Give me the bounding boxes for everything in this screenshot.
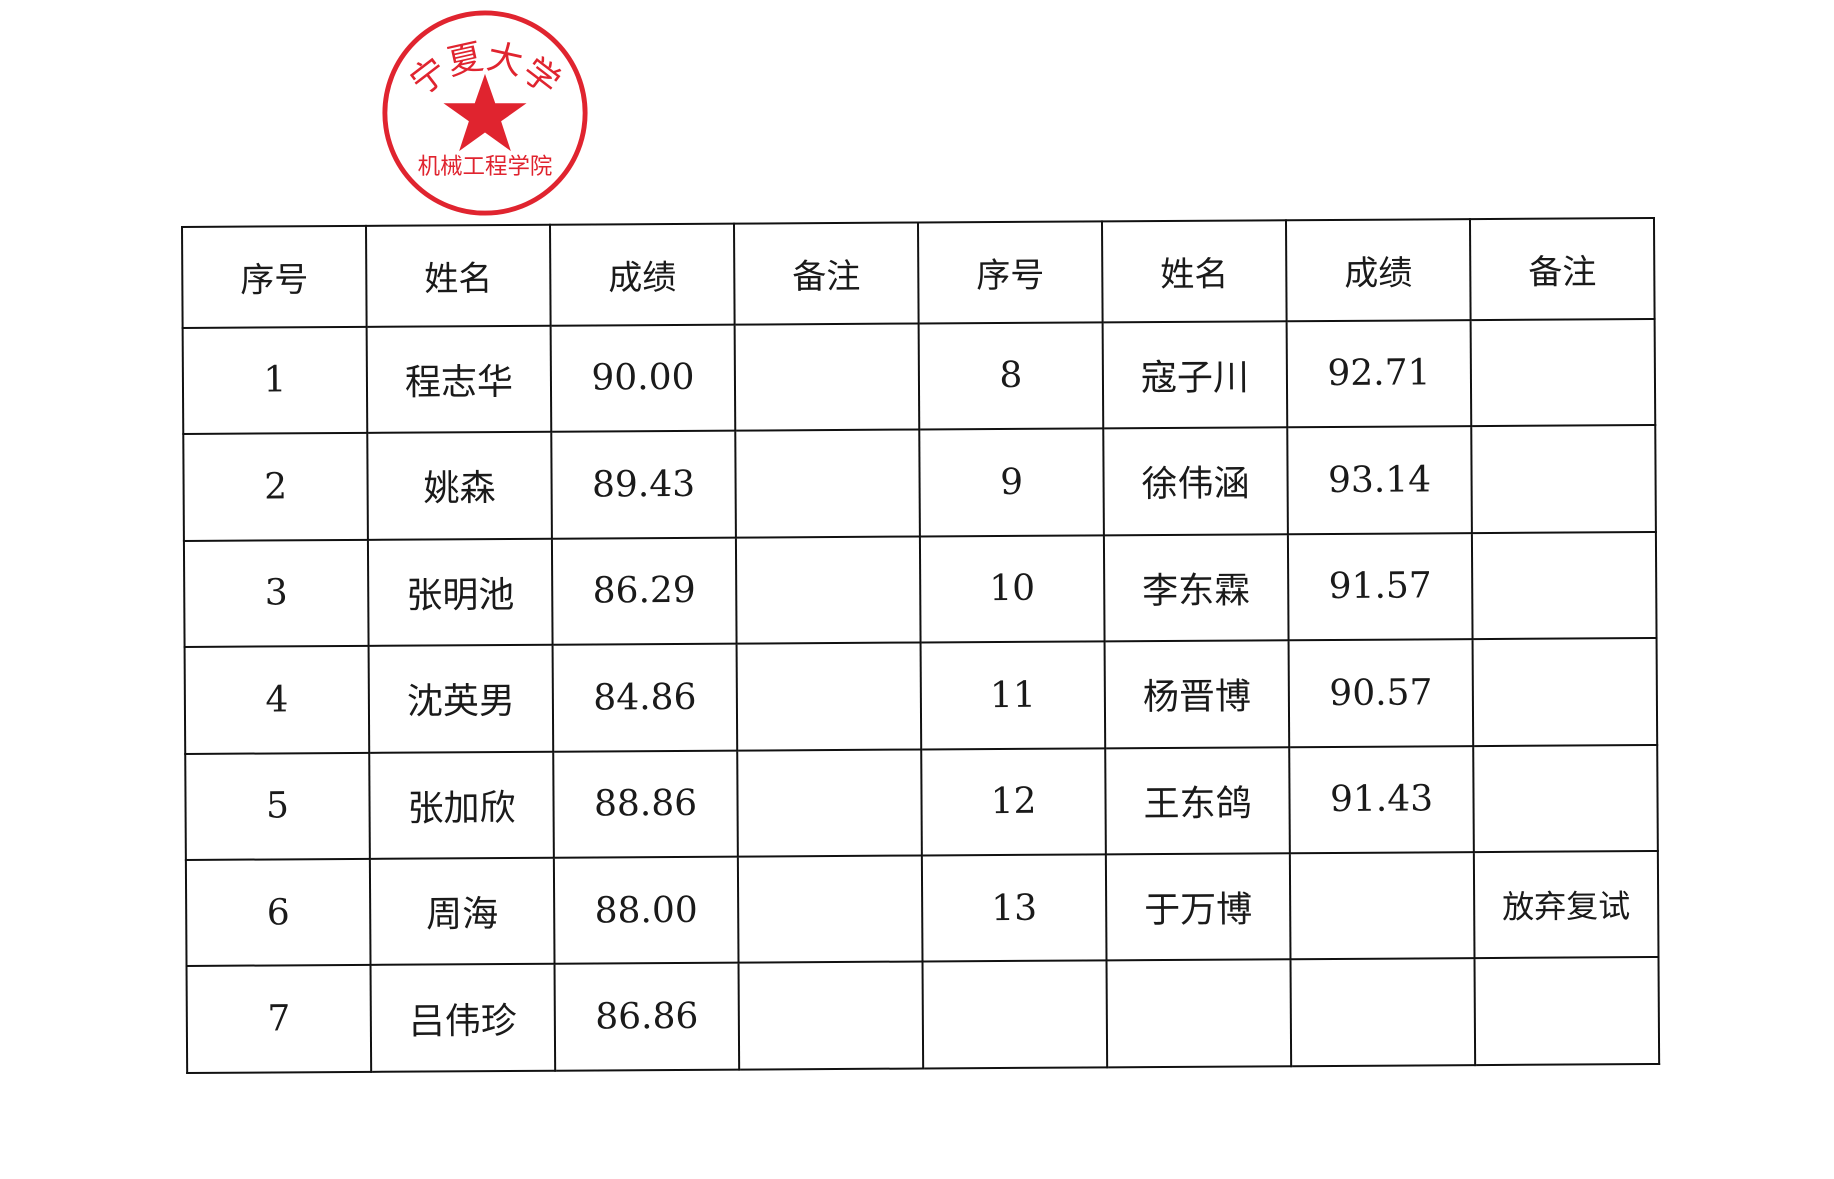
cell-name: 寇子川 (1102, 320, 1288, 429)
cell-no: 11 (920, 641, 1106, 749)
cell-no (922, 960, 1108, 1069)
table-row: 1 程志华 90.00 8 寇子川 92.71 (182, 318, 1656, 435)
cell-name: 徐伟涵 (1103, 427, 1288, 535)
cell-name: 于万博 (1105, 853, 1291, 961)
cell-note (736, 642, 922, 751)
cell-name: 程志华 (366, 325, 552, 433)
header-name: 姓名 (366, 224, 551, 327)
header-score: 成绩 (549, 223, 735, 326)
cell-score: 90.00 (550, 324, 736, 432)
cell-no: 10 (919, 534, 1105, 643)
table-header-row: 序号 姓名 成绩 备注 序号 姓名 成绩 备注 (182, 218, 1655, 328)
cell-note (737, 748, 922, 857)
cell-no: 6 (185, 858, 371, 967)
cell-name (1106, 959, 1292, 1068)
cell-score: 84.86 (552, 643, 738, 752)
cell-note (735, 536, 921, 644)
star-icon (443, 73, 527, 152)
cell-score: 86.86 (554, 963, 740, 1071)
cell-name: 吕伟珍 (370, 964, 556, 1072)
cell-score: 86.29 (551, 537, 737, 645)
cell-note (1474, 957, 1660, 1066)
cell-note (1471, 425, 1656, 533)
cell-no: 9 (919, 428, 1104, 537)
cell-score: 92.71 (1286, 319, 1472, 428)
cell-score: 88.86 (553, 750, 738, 858)
cell-note (738, 961, 924, 1070)
table-row: 7 吕伟珍 86.86 (186, 957, 1660, 1073)
cell-note (1472, 638, 1658, 746)
cell-no: 5 (185, 752, 370, 860)
cell-note (734, 323, 920, 431)
table-row: 5 张加欣 88.86 12 王东鸽 91.43 (185, 744, 1658, 860)
cell-note: 放弃复试 (1473, 850, 1659, 959)
cell-no: 13 (921, 854, 1107, 962)
cell-name: 张明池 (367, 538, 553, 646)
header-note: 备注 (733, 222, 919, 325)
cell-note (1473, 744, 1658, 853)
cell-name: 沈英男 (368, 644, 554, 753)
seal-text-bottom: 机械工程学院 (418, 154, 553, 180)
cell-score: 88.00 (553, 856, 739, 965)
cell-note (1471, 531, 1657, 640)
score-table: 序号 姓名 成绩 备注 序号 姓名 成绩 备注 1 程志华 90.00 8 寇子川 92.… (181, 217, 1660, 1074)
cell-score (1290, 958, 1476, 1067)
header-note: 备注 (1469, 218, 1655, 320)
cell-no: 1 (182, 326, 368, 435)
cell-score: 89.43 (551, 430, 736, 539)
cell-score: 90.57 (1288, 639, 1474, 747)
cell-name: 张加欣 (369, 751, 554, 859)
cell-name: 王东鸽 (1105, 746, 1290, 855)
cell-score: 91.43 (1289, 745, 1474, 854)
cell-no: 8 (918, 321, 1104, 430)
cell-no: 12 (921, 747, 1106, 856)
cell-no: 2 (183, 432, 368, 541)
header-no: 序号 (917, 221, 1103, 324)
cell-note (1470, 318, 1656, 427)
cell-score: 91.57 (1287, 532, 1473, 641)
cell-name: 杨晋博 (1104, 640, 1290, 748)
header-score: 成绩 (1285, 219, 1471, 321)
cell-no: 7 (186, 965, 372, 1073)
cell-no: 4 (184, 645, 370, 754)
cell-score: 93.14 (1287, 426, 1472, 534)
seal-text-top: 宁夏大学 (403, 36, 568, 104)
cell-name: 姚森 (367, 431, 552, 540)
table-row: 4 沈英男 84.86 11 杨晋博 90.57 (184, 638, 1658, 754)
official-seal: 宁夏大学 机械工程学院 (382, 10, 588, 216)
table-row: 6 周海 88.00 13 于万博 放弃复试 (185, 850, 1659, 967)
table-row: 3 张明池 86.29 10 李东霖 91.57 (183, 531, 1657, 648)
header-no: 序号 (182, 225, 367, 328)
cell-note (737, 855, 923, 964)
cell-note (735, 429, 920, 538)
header-name: 姓名 (1101, 220, 1287, 322)
table-row: 2 姚森 89.43 9 徐伟涵 93.14 (183, 425, 1656, 541)
cell-score (1289, 852, 1475, 960)
cell-name: 李东霖 (1103, 533, 1289, 642)
cell-no: 3 (183, 539, 369, 648)
cell-name: 周海 (369, 857, 555, 966)
seal-ring (382, 10, 588, 216)
